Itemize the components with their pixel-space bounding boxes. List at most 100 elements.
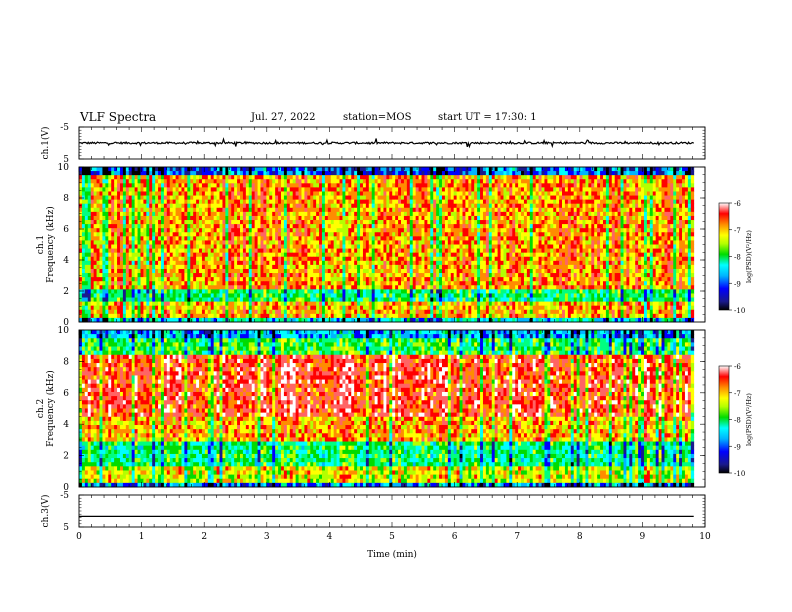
spectrogram-cell xyxy=(398,199,402,205)
spectrogram-cell xyxy=(263,244,267,249)
spectrogram-cell xyxy=(280,199,285,205)
spectrogram-cell xyxy=(137,171,141,176)
spectrogram-cell xyxy=(430,252,434,258)
spectrogram-cell xyxy=(562,199,566,205)
spectrogram-cell xyxy=(573,207,578,213)
spectrogram-cell xyxy=(462,240,466,245)
spectrogram-cell xyxy=(90,167,95,172)
spectrogram-cell xyxy=(313,240,317,245)
spectrogram-cell xyxy=(605,236,610,241)
spectrogram-cell xyxy=(433,232,437,237)
spectrogram-cell xyxy=(187,232,191,237)
spectrogram-cell xyxy=(480,171,484,176)
spectrogram-cell xyxy=(553,171,557,176)
spectrogram-cell xyxy=(128,179,133,184)
spectrogram-cell xyxy=(248,207,253,213)
spectrogram-cell xyxy=(102,256,106,262)
spectrogram-cell xyxy=(398,244,402,249)
spectrogram-cell xyxy=(193,179,197,184)
spectrogram-cell xyxy=(260,199,264,205)
spectrogram-cell xyxy=(529,211,534,217)
spectrogram-cell xyxy=(424,183,428,188)
spectrogram-cell xyxy=(649,244,654,249)
spectrogram-cell xyxy=(269,248,273,254)
spectrogram-cell xyxy=(535,191,539,196)
spectrogram-cell xyxy=(594,207,598,213)
spectrogram-cell xyxy=(307,220,311,225)
spectrogram-cell xyxy=(547,232,551,237)
spectrogram-cell xyxy=(84,240,89,245)
spectrogram-cell xyxy=(128,203,133,209)
spectrogram-cell xyxy=(553,199,557,205)
spectrogram-cell xyxy=(292,171,297,176)
spectrogram-cell xyxy=(655,175,660,180)
spectrogram-cell xyxy=(272,175,276,180)
spectrogram-cell xyxy=(567,252,572,258)
spectrogram-cell xyxy=(207,187,212,192)
spectrogram-cell xyxy=(204,215,209,221)
spectrogram-cell xyxy=(529,191,534,196)
spectrogram-cell xyxy=(635,167,639,172)
spectrogram-cell xyxy=(360,244,364,249)
spectrogram-cell xyxy=(196,179,200,184)
spectrogram-cell xyxy=(389,179,393,184)
spectrogram-cell xyxy=(374,195,378,201)
spectrogram-cell xyxy=(257,220,261,225)
spectrogram-cell xyxy=(494,232,499,237)
spectrogram-cell xyxy=(278,220,282,225)
spectrogram-cell xyxy=(494,167,499,172)
spectrogram-cell xyxy=(257,256,261,262)
spectrogram-cell xyxy=(515,203,519,209)
spectrogram-cell xyxy=(310,215,314,221)
spectrogram-cell xyxy=(459,183,463,188)
spectrogram-cell xyxy=(137,248,141,254)
spectrogram-cell xyxy=(96,171,100,176)
spectrogram-cell xyxy=(462,175,466,180)
spectrogram-cell xyxy=(190,240,194,245)
spectrogram-cell xyxy=(652,244,657,249)
spectrogram-cell xyxy=(169,179,174,184)
spectrogram-cell xyxy=(430,179,434,184)
spectrogram-cell xyxy=(99,240,103,245)
spectrogram-cell xyxy=(196,207,200,213)
spectrogram-cell xyxy=(225,191,229,196)
spectrogram-cell xyxy=(398,207,402,213)
spectrogram-cell xyxy=(597,183,601,188)
spectrogram-cell xyxy=(289,183,294,188)
spectrogram-cell xyxy=(456,211,460,217)
spectrogram-cell xyxy=(447,187,452,192)
spectrogram-cell xyxy=(482,232,487,237)
spectrogram-cell xyxy=(178,260,182,266)
spectrogram-cell xyxy=(93,260,97,266)
spectrogram-cell xyxy=(412,248,417,254)
spectrogram-cell xyxy=(529,175,534,180)
spectrogram-cell xyxy=(184,187,188,192)
spectrogram-cell xyxy=(564,244,569,249)
spectrogram-cell xyxy=(225,215,229,221)
spectrogram-cell xyxy=(166,195,171,201)
spectrogram-cell xyxy=(401,260,405,266)
spectrogram-cell xyxy=(468,244,472,249)
spectrogram-cell xyxy=(406,187,411,192)
spectrogram-cell xyxy=(257,236,261,241)
spectrogram-cell xyxy=(319,240,323,245)
spectrogram-cell xyxy=(319,167,323,172)
spectrogram-cell xyxy=(93,183,97,188)
spectrogram-cell xyxy=(488,252,493,258)
spectrogram-cell xyxy=(684,179,689,184)
spectrogram-cell xyxy=(526,232,531,237)
spectrogram-cell xyxy=(146,203,150,209)
spectrogram-cell xyxy=(207,191,212,196)
spectrogram-cell xyxy=(240,228,244,233)
spectrogram-cell xyxy=(286,199,291,205)
spectrogram-cell xyxy=(641,203,645,209)
spectrogram-cell xyxy=(119,195,124,201)
spectrogram-cell xyxy=(450,256,455,262)
spectrogram-cell xyxy=(199,215,203,221)
spectrogram-cell xyxy=(348,195,352,201)
spectrogram-cell xyxy=(523,171,528,176)
spectrogram-cell xyxy=(313,228,317,233)
spectrogram-cell xyxy=(228,207,232,213)
spectrogram-cell xyxy=(658,220,662,225)
